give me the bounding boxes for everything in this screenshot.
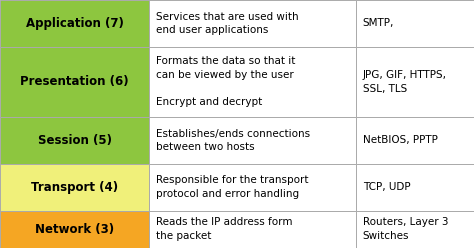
Text: Formats the data so that it
can be viewed by the user

Encrypt and decrypt: Formats the data so that it can be viewe… (156, 57, 296, 107)
Text: Session (5): Session (5) (37, 134, 112, 147)
Text: TCP, UDP: TCP, UDP (363, 182, 410, 192)
Text: Responsible for the transport
protocol and error handling: Responsible for the transport protocol a… (156, 175, 309, 199)
Text: Network (3): Network (3) (35, 223, 114, 236)
Bar (149, 117, 356, 164)
Bar (0, 0, 149, 47)
Text: Presentation (6): Presentation (6) (20, 75, 129, 88)
Bar (0, 164, 149, 211)
Text: SMTP,: SMTP, (363, 18, 394, 29)
Bar (149, 47, 356, 117)
Text: Services that are used with
end user applications: Services that are used with end user app… (156, 12, 299, 35)
Bar (356, 164, 474, 211)
Text: Transport (4): Transport (4) (31, 181, 118, 194)
Bar (149, 164, 356, 211)
Text: JPG, GIF, HTTPS,
SSL, TLS: JPG, GIF, HTTPS, SSL, TLS (363, 70, 447, 94)
Bar (0, 211, 149, 248)
Bar (0, 117, 149, 164)
Text: Routers, Layer 3
Switches: Routers, Layer 3 Switches (363, 217, 448, 241)
Bar (356, 47, 474, 117)
Text: Reads the IP address form
the packet: Reads the IP address form the packet (156, 217, 293, 241)
Text: NetBIOS, PPTP: NetBIOS, PPTP (363, 135, 438, 145)
Bar (356, 211, 474, 248)
Bar (356, 117, 474, 164)
Bar (0, 47, 149, 117)
Bar (149, 0, 356, 47)
Bar (356, 0, 474, 47)
Bar (149, 211, 356, 248)
Text: Establishes/ends connections
between two hosts: Establishes/ends connections between two… (156, 128, 310, 152)
Text: Application (7): Application (7) (26, 17, 124, 30)
